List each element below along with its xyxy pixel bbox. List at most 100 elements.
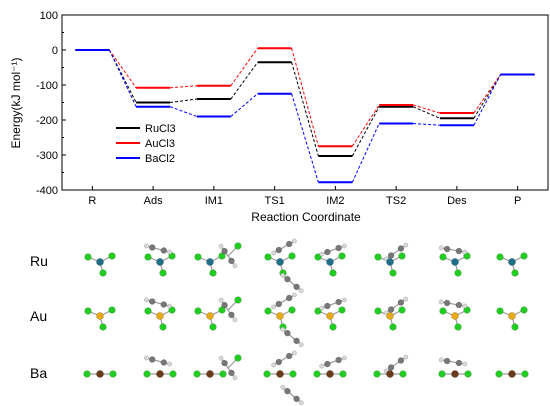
hydrogen-atom	[298, 342, 304, 348]
connector-bacl2	[230, 93, 258, 117]
metal-atom-ru	[326, 258, 334, 266]
chlorine-atom	[234, 296, 242, 304]
carbon-atom	[284, 329, 291, 337]
chlorine-atom	[219, 370, 227, 378]
hydrogen-atom	[462, 249, 468, 255]
chlorine-atom	[84, 253, 92, 261]
chlorine-atom	[398, 252, 406, 260]
connector-aucl3	[291, 48, 319, 147]
hydrogen-atom	[271, 304, 277, 310]
hydrogen-atom	[462, 361, 468, 367]
row-label-ba: Ba	[30, 365, 48, 381]
carbon-atom	[293, 337, 300, 345]
hydrogen-atom	[280, 384, 286, 390]
connector-bacl2	[291, 93, 319, 183]
x-tick-label: TS2	[386, 195, 406, 207]
carbon-atom	[335, 298, 342, 306]
metal-atom-au	[386, 312, 394, 320]
chlorine-atom	[108, 306, 116, 314]
hydrogen-atom	[143, 355, 149, 361]
legend-label: AuCl3	[145, 138, 175, 150]
connector-rucl3	[473, 74, 502, 119]
connector-rucl3	[291, 62, 319, 157]
carbon-atom	[455, 301, 463, 309]
chlorine-atom	[313, 370, 321, 378]
metal-atom-ba	[276, 370, 284, 378]
x-tick-label: R	[88, 195, 96, 207]
chlorine-atom	[463, 252, 471, 260]
chlorine-atom	[264, 307, 272, 315]
chlorine-atom	[209, 269, 217, 277]
connector-bacl2	[473, 74, 502, 126]
hydrogen-atom	[403, 242, 409, 248]
chlorine-atom	[99, 269, 107, 277]
hydrogen-atom	[319, 251, 325, 257]
metal-atom-ba	[508, 370, 516, 378]
metal-atom-au	[451, 312, 459, 320]
hydrogen-atom	[280, 326, 286, 332]
chlorine-atom	[439, 253, 447, 261]
connector-rucl3	[170, 98, 197, 103]
carbon-atom	[293, 395, 300, 403]
hydrogen-atom	[403, 354, 409, 360]
connector-rucl3	[230, 61, 259, 100]
carbon-atom	[160, 359, 168, 366]
hydrogen-atom	[167, 249, 173, 255]
carbon-atom	[221, 359, 228, 367]
metal-atom-ru	[96, 258, 104, 266]
chlorine-atom	[398, 306, 406, 314]
carbon-atom	[443, 245, 451, 253]
carbon-atom	[221, 301, 228, 309]
hydrogen-atom	[291, 292, 297, 298]
chlorine-atom	[143, 370, 151, 378]
x-tick-label: P	[514, 195, 521, 207]
hydrogen-atom	[319, 305, 325, 311]
carbon-atom	[324, 302, 331, 310]
metal-atom-au	[508, 312, 516, 320]
y-axis-label: Energy(kJ mol⁻¹)	[9, 57, 23, 148]
hydrogen-atom	[319, 363, 325, 369]
hydrogen-atom	[341, 355, 347, 361]
connector-aucl3	[230, 47, 259, 86]
carbon-atom	[397, 299, 405, 306]
carbon-atom	[160, 301, 168, 308]
carbon-atom	[324, 360, 331, 368]
hydrogen-atom	[298, 400, 304, 406]
carbon-atom	[285, 294, 293, 302]
metal-atom-ru	[206, 258, 214, 266]
hydrogen-atom	[298, 288, 304, 294]
y-tick-label: -400	[36, 185, 58, 197]
hydrogen-atom	[438, 299, 444, 305]
carbon-atom	[387, 252, 395, 259]
carbon-atom	[335, 244, 342, 252]
carbon-atom	[275, 358, 283, 366]
metal-atom-ru	[156, 258, 164, 266]
metal-atom-au	[156, 312, 164, 320]
chlorine-atom	[399, 370, 407, 378]
carbon-atom	[455, 359, 463, 367]
chlorine-atom	[511, 269, 519, 277]
chlorine-atom	[329, 323, 337, 331]
x-tick-label: IM1	[205, 195, 223, 207]
carbon-atom	[148, 244, 156, 251]
hydrogen-atom	[232, 375, 238, 381]
chlorine-atom	[314, 307, 322, 315]
hydrogen-atom	[167, 361, 173, 367]
hydrogen-atom	[167, 303, 173, 309]
connector-bacl2	[108, 49, 137, 107]
carbon-atom	[285, 352, 293, 360]
chlorine-atom	[84, 307, 92, 315]
carbon-atom	[443, 357, 451, 365]
chlorine-atom	[454, 269, 462, 277]
energy-profile-chart: -400 -300 -200 -100 0 100 R Ads IM1 TS1 IM2 TS2 Des P…	[9, 10, 549, 224]
hydrogen-atom	[403, 296, 409, 302]
x-tick-label: Des	[447, 195, 467, 207]
chlorine-atom	[263, 370, 271, 378]
chlorine-atom	[496, 307, 504, 315]
chlorine-atom	[168, 252, 176, 260]
carbon-atom	[275, 246, 283, 254]
carbon-atom	[275, 300, 283, 308]
chlorine-atom	[194, 307, 202, 315]
connector-rucl3	[351, 106, 380, 157]
chlorine-atom	[288, 306, 296, 314]
